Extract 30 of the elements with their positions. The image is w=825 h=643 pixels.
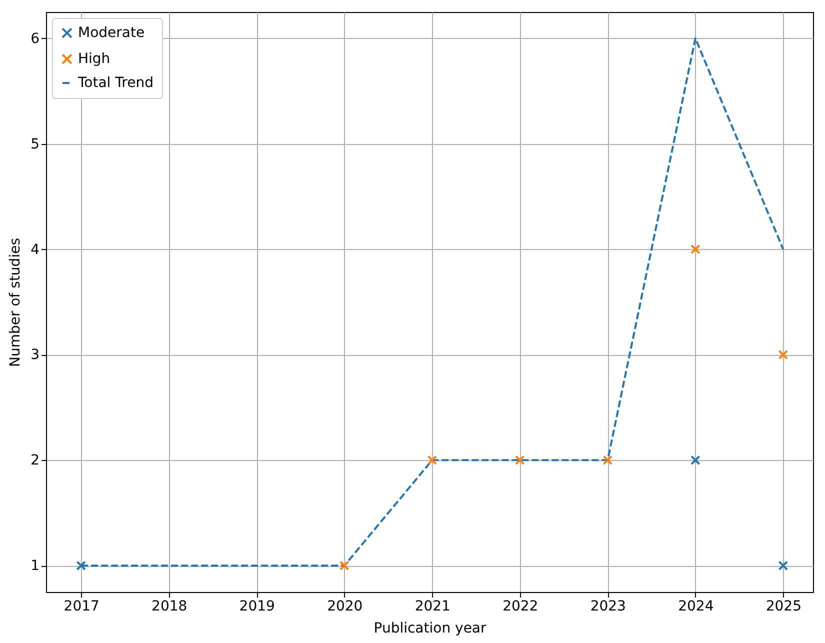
- y-tick-label: 3: [30, 347, 40, 364]
- x-tick-label: 2025: [766, 598, 802, 614]
- point: [340, 560, 350, 571]
- y-tick-label: 5: [30, 136, 40, 152]
- x-tick-label: 2018: [152, 598, 188, 614]
- y-axis-title: Number of studies: [8, 238, 24, 367]
- point: [427, 455, 438, 466]
- x-tick-label: 2021: [414, 598, 450, 614]
- legend-label: High: [78, 51, 110, 67]
- point: [76, 560, 86, 571]
- legend-label: Moderate: [78, 25, 145, 41]
- x-tick-label: 2020: [327, 598, 363, 614]
- point: [515, 455, 525, 466]
- x-tick-label: 2019: [239, 598, 275, 614]
- legend-label: Total Trend: [77, 75, 154, 91]
- point: [602, 455, 613, 466]
- x-tick-label: 2017: [64, 598, 100, 614]
- x-tick-label: 2023: [590, 598, 626, 614]
- x-tick-label: 2024: [678, 598, 714, 614]
- point: [690, 244, 700, 254]
- y-tick-label: 1: [30, 558, 40, 574]
- x-tick-label: 2022: [502, 598, 538, 614]
- y-tick-label: 6: [30, 30, 40, 47]
- point: [778, 560, 788, 571]
- y-tick-label: 2: [30, 452, 40, 469]
- line-series: [80, 37, 784, 567]
- point: [778, 350, 788, 360]
- x-axis-title: Publication year: [374, 620, 486, 636]
- y-tick-label: 4: [30, 242, 40, 258]
- point: [690, 455, 700, 466]
